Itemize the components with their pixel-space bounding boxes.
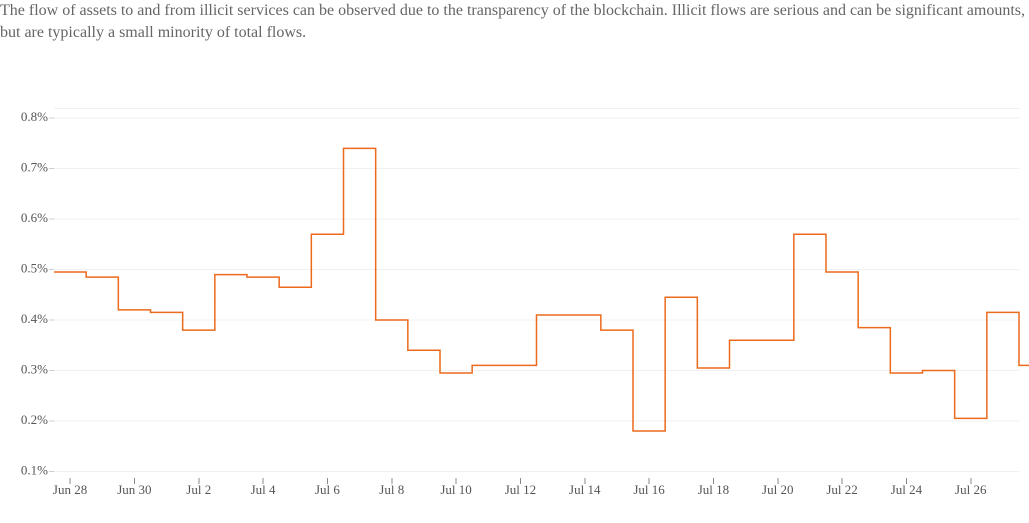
x-tick-label: Jul 14	[569, 482, 601, 497]
chart-svg: 0.1% 0.2% 0.3% 0.4% 0.5% 0.6% 0.7% 0.8% Jun 28 Ju…	[10, 108, 1019, 504]
y-tick-label: 0.7%	[21, 160, 48, 175]
x-tick-label: Jul 6	[315, 482, 340, 497]
x-tick-label: Jul 26	[955, 482, 987, 497]
y-tick-label: 0.6%	[21, 210, 48, 225]
series-step-line	[54, 148, 1029, 431]
y-tick-label: 0.4%	[21, 311, 48, 326]
x-tick-label: Jul 18	[698, 482, 729, 497]
y-tick-label: 0.2%	[21, 412, 48, 427]
x-tick-label: Jul 12	[505, 482, 536, 497]
x-tick-label: Jul 24	[891, 482, 923, 497]
x-tick-label: Jun 28	[53, 482, 87, 497]
x-tick-label: Jul 2	[186, 482, 211, 497]
y-tick-label: 0.1%	[21, 462, 48, 477]
x-tick-label: Jul 16	[633, 482, 665, 497]
x-tick-label: Jul 22	[826, 482, 857, 497]
x-tick-label: Jul 8	[379, 482, 404, 497]
x-tick-label: Jul 4	[251, 482, 276, 497]
y-tick-label: 0.5%	[21, 261, 48, 276]
y-tick-label: 0.8%	[21, 109, 48, 124]
x-tick-label: Jul 10	[440, 482, 471, 497]
x-tick-label: Jul 20	[762, 482, 793, 497]
y-tick-label: 0.3%	[21, 361, 48, 376]
step-chart: 0.1% 0.2% 0.3% 0.4% 0.5% 0.6% 0.7% 0.8% Jun 28 Ju…	[10, 108, 1019, 504]
chart-description: The flow of assets to and from illicit s…	[0, 0, 1029, 44]
x-tick-label: Jun 30	[117, 482, 151, 497]
